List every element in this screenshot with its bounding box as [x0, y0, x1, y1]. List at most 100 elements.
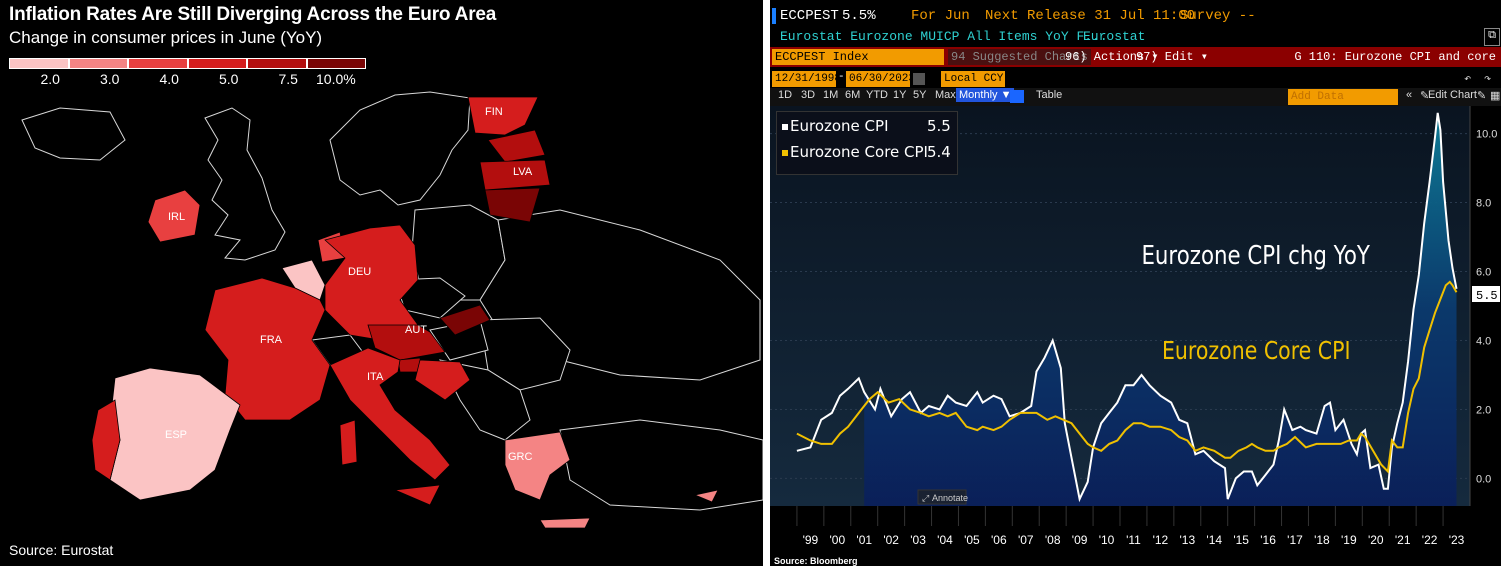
ticker-accent [772, 8, 776, 24]
pencil-icon[interactable]: ✎ [1420, 90, 1430, 102]
x-tick-label-15: '14 [1206, 533, 1222, 547]
x-tick-label-8: '07 [1018, 533, 1034, 547]
x-tick-label-1: '00 [829, 533, 845, 547]
x-tick-label-3: '02 [883, 533, 899, 547]
legend-tick-0: 2.0 [40, 71, 60, 87]
period-1m[interactable]: 1M [823, 89, 839, 101]
x-tick-label-14: '13 [1179, 533, 1195, 547]
actions-menu[interactable]: 96) Actions ▾ [1065, 50, 1159, 64]
y-tick-label-1: 2.0 [1476, 404, 1491, 416]
edit-chart-button[interactable]: Edit Chart [1428, 89, 1477, 101]
label-esp: ESP [165, 429, 187, 441]
legend-swatch-5 [306, 58, 366, 69]
legend-tick-4: 7.5 [278, 71, 298, 87]
label-aut: AUT [405, 324, 427, 336]
suggested-charts-button[interactable]: 94 Suggested Charts [948, 49, 1091, 65]
end-date-field[interactable]: 06/30/2023 [846, 71, 915, 87]
legend-tick-1: 3.0 [100, 71, 120, 87]
x-tick-label-18: '17 [1287, 533, 1303, 547]
label-ita: ITA [367, 371, 384, 383]
x-axis-tick-labels: '99 '00 '01 '02 '03 '04 '05 '06 '07 '08 '09 '10 '11 '… [796, 506, 1465, 547]
map-portugal [91, 399, 121, 481]
add-data-field[interactable]: Add Data [1288, 89, 1398, 105]
map-estonia [487, 129, 546, 163]
calendar-icon[interactable] [913, 73, 925, 85]
x-tick-label-6: '05 [964, 533, 980, 547]
collapse-icon[interactable]: « [1406, 89, 1413, 101]
map-sardinia [339, 419, 358, 466]
y-tick-label-3: 6.0 [1476, 267, 1491, 279]
x-tick-label-11: '10 [1099, 533, 1115, 547]
edit-menu[interactable]: 97) Edit ▾ [1136, 50, 1209, 64]
map-france [204, 277, 331, 421]
x-tick-label-20: '19 [1341, 533, 1357, 547]
ticker-symbol: ECCPEST [780, 8, 839, 24]
annotate-icon[interactable]: ⤢ [921, 494, 929, 504]
legend-swatch-2 [128, 58, 188, 69]
map-uk [204, 107, 286, 261]
legend-cpi-swatch [782, 124, 788, 130]
map-belgium [281, 259, 326, 301]
last-value-tag-bg [1472, 286, 1500, 302]
next-release: Next Release 31 Jul 11:00 [985, 8, 1196, 24]
core-cpi-series-line [796, 280, 1458, 474]
table-button[interactable]: Table [1036, 89, 1063, 101]
color-scale-legend: 2.0 3.0 4.0 5.0 7.5 10.0% [9, 58, 369, 88]
period-1y[interactable]: 1Y [893, 89, 907, 101]
label-grc: GRC [508, 451, 533, 463]
last-value-tag: 5.5 [1476, 289, 1498, 303]
period-3d[interactable]: 3D [801, 89, 816, 101]
grid-icon[interactable]: ▦ [1490, 90, 1501, 102]
legend-tick-5: 10.0% [316, 71, 356, 87]
map-cyprus [693, 489, 719, 503]
map-turkey [559, 419, 763, 511]
x-tick-label-16: '15 [1233, 533, 1249, 547]
security-field[interactable]: ECCPEST Index [772, 49, 944, 65]
europe-map: FIN LVA IRL DEU AUT FRA ITA ESP GRC [21, 91, 763, 529]
map-crete [539, 517, 591, 529]
core-cpi-annotation: Eurozone Core CPI [1162, 337, 1351, 365]
x-tick-label-24: '23 [1449, 533, 1465, 547]
copy-icon[interactable]: ⧉ [1484, 28, 1500, 46]
label-fin: FIN [485, 106, 503, 118]
x-tick-label-5: '04 [937, 533, 953, 547]
series-legend: Eurozone CPI 5.5 Eurozone Core CPI 5.4 [776, 111, 958, 175]
bloomberg-source: Source: Bloomberg [774, 556, 858, 566]
cpi-line-chart: 0.0 2.0 4.0 6.0 8.0 10.0 '99 '00 '01 '02 '03 '04 '0… [770, 106, 1501, 566]
undo-icon[interactable]: ↶ [1464, 72, 1472, 86]
legend-tick-2: 4.0 [159, 71, 179, 87]
period-5y[interactable]: 5Y [913, 89, 927, 101]
redo-icon[interactable]: ↷ [1484, 72, 1492, 86]
x-tick-label-4: '03 [910, 533, 926, 547]
cpi-series-line [796, 112, 1458, 503]
x-tick-label-12: '11 [1126, 533, 1141, 547]
start-date-field[interactable]: 12/31/1998 [772, 71, 841, 87]
period-6m[interactable]: 6M [845, 89, 861, 101]
annotate-button-bg [917, 489, 967, 505]
line-chart-icon[interactable] [1010, 90, 1024, 103]
legend-swatch-0 [9, 58, 69, 69]
currency-select[interactable]: Local CCY [941, 71, 1005, 87]
series-source: Eurostat [1083, 29, 1146, 44]
label-fra: FRA [260, 334, 283, 346]
legend-swatch-4 [247, 58, 307, 69]
legend-cpi-value: 5.5 [927, 117, 951, 135]
x-axis-band [770, 506, 1501, 566]
description-bar: Eurostat Eurozone MUICP All Items YoY F.… [770, 27, 1501, 47]
period-max[interactable]: Max [935, 89, 956, 101]
settings-icon[interactable]: ✎ [1477, 90, 1487, 102]
annotate-button[interactable]: Annotate [932, 493, 968, 503]
x-tick-label-7: '06 [991, 533, 1007, 547]
bloomberg-terminal-panel: ECCPEST 5.5% For Jun Next Release 31 Jul… [770, 0, 1501, 566]
map-subtitle: Change in consumer prices in June (YoY) [9, 28, 323, 47]
survey: Survey -- [1180, 8, 1256, 24]
map-iceland [21, 107, 126, 161]
frequency-select[interactable]: Monthly ▼ [956, 88, 1015, 102]
legend-swatch-1 [68, 58, 128, 69]
series-description: Eurostat Eurozone MUICP All Items YoY F.… [780, 29, 1108, 44]
map-source: Source: Eurostat [9, 542, 114, 558]
y-tick-label-2: 4.0 [1476, 335, 1491, 347]
period-ytd[interactable]: YTD [866, 89, 888, 101]
x-tick-label-13: '12 [1153, 533, 1169, 547]
period-1d[interactable]: 1D [778, 89, 793, 101]
